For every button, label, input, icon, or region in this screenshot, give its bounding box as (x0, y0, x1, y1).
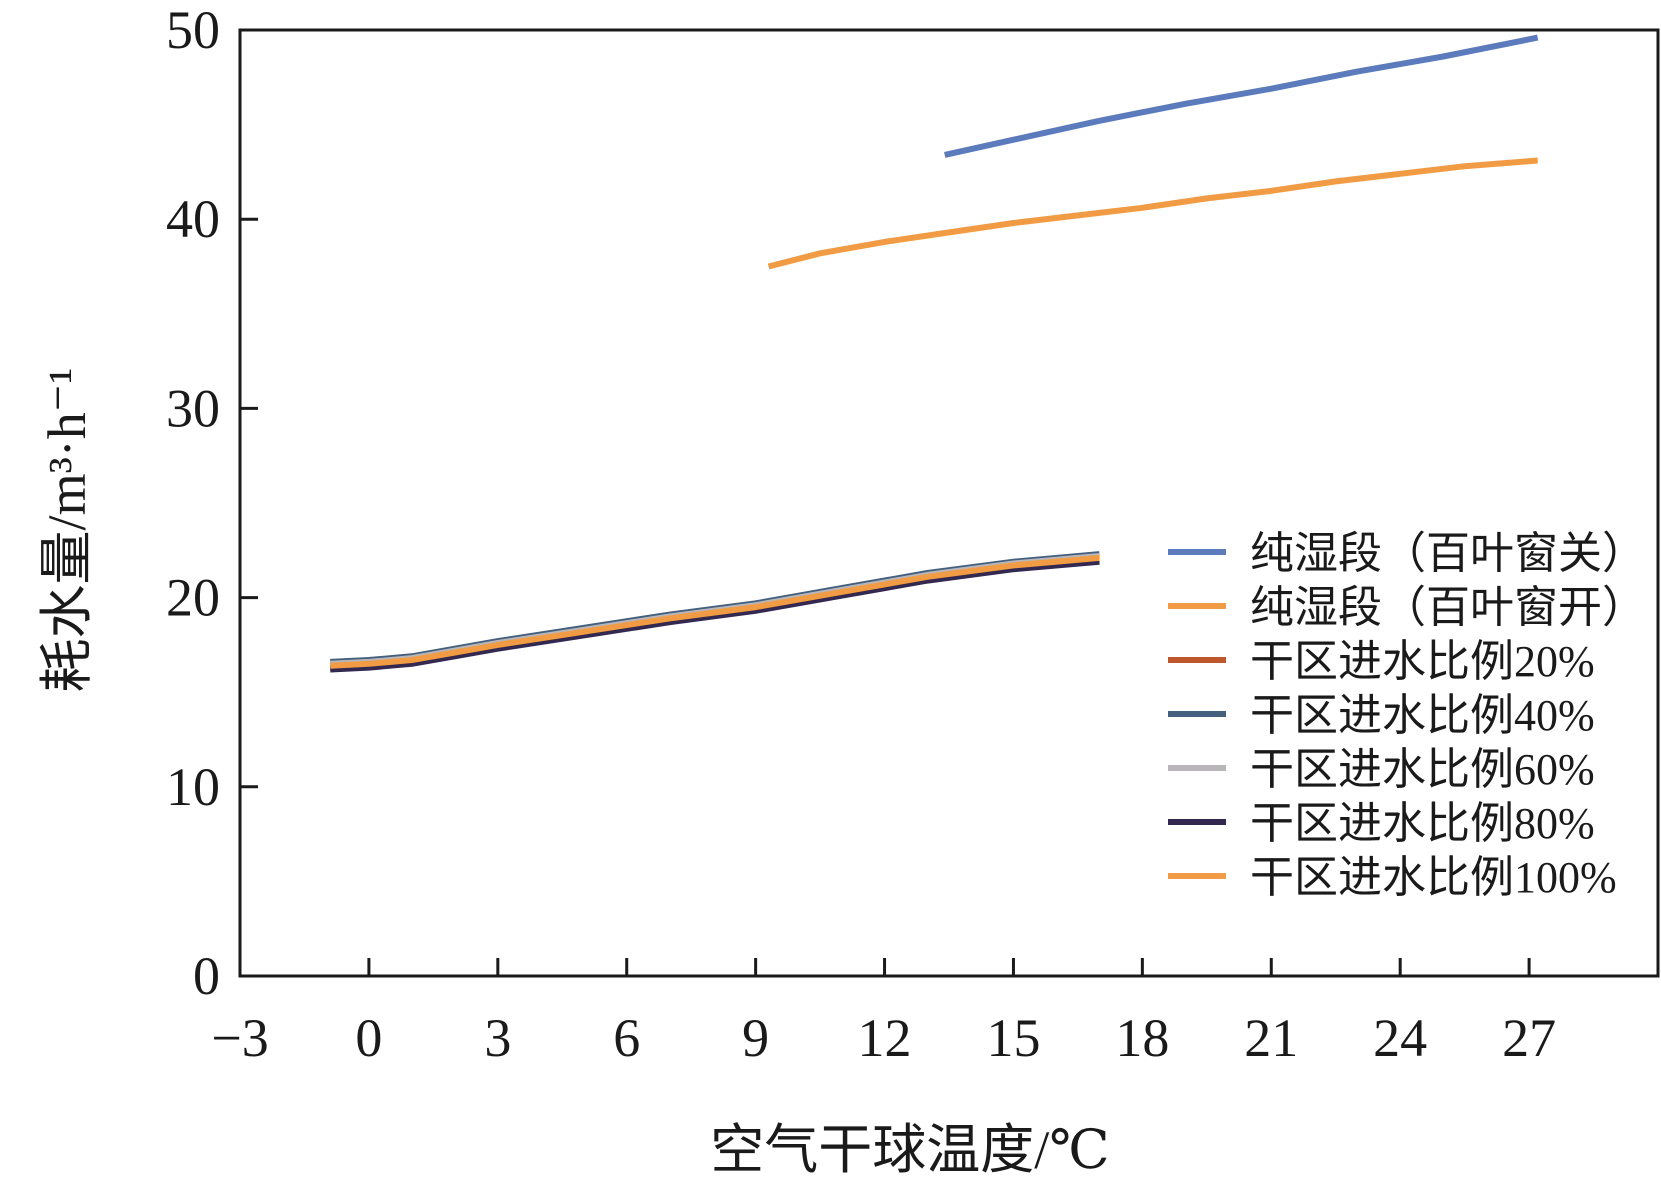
x-axis-title: 空气干球温度/℃ (710, 1120, 1109, 1178)
y-tick-label: 20 (166, 568, 220, 628)
series-line-2 (767, 157, 1538, 270)
y-axis-ticks: 0 10 20 30 40 50 (166, 0, 258, 1006)
x-tick-label: −3 (211, 1008, 268, 1068)
series-line-1 (944, 34, 1539, 158)
x-tick-label: 18 (1115, 1008, 1169, 1068)
legend-label: 干区进水比例20% (1250, 637, 1595, 686)
legend-label: 纯湿段（百叶窗开） (1250, 583, 1646, 632)
y-tick-label: 40 (166, 189, 220, 249)
x-tick-label: 24 (1373, 1008, 1427, 1068)
x-tick-label: 27 (1502, 1008, 1556, 1068)
y-tick-label: 30 (166, 378, 220, 438)
legend-label: 干区进水比例80% (1250, 799, 1595, 848)
y-tick-label: 50 (166, 0, 220, 60)
y-tick-label: 10 (166, 757, 220, 817)
legend: 纯湿段（百叶窗关） 纯湿段（百叶窗开） 干区进水比例20% 干区进水比例40% 干区进水… (1168, 529, 1646, 902)
x-tick-label: 9 (742, 1008, 769, 1068)
legend-label: 干区进水比例40% (1250, 691, 1595, 740)
legend-label: 干区进水比例60% (1250, 745, 1595, 794)
x-tick-label: 21 (1244, 1008, 1298, 1068)
x-tick-label: 6 (613, 1008, 640, 1068)
y-axis-title: 耗水量/m³·h⁻¹ (37, 368, 97, 693)
plot-frame (238, 28, 1660, 978)
x-tick-label: 12 (858, 1008, 912, 1068)
y-tick-label: 0 (193, 946, 220, 1006)
legend-label: 干区进水比例100% (1250, 853, 1617, 902)
legend-label: 纯湿段（百叶窗关） (1250, 529, 1646, 578)
x-tick-label: 0 (355, 1008, 382, 1068)
x-axis-ticks: −3 0 3 6 9 12 15 18 21 24 27 (211, 958, 1556, 1068)
series-line-7 (330, 554, 1100, 669)
x-tick-label: 15 (986, 1008, 1040, 1068)
series-line-6 (330, 558, 1100, 673)
series-layer (330, 34, 1539, 673)
x-tick-label: 3 (484, 1008, 511, 1068)
